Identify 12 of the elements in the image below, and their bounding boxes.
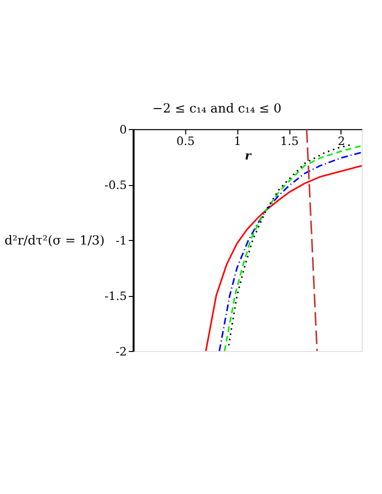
y-tick-label: -1.5: [104, 288, 127, 303]
x-tick-label: 1: [234, 134, 242, 148]
y-tick-label: -0.5: [104, 178, 127, 192]
x-tick-label: 2: [338, 134, 346, 148]
y-tick-label: -2: [116, 344, 127, 358]
x-tick-label: 0.5: [176, 134, 195, 148]
y-axis-title: d²r/dτ²(σ = 1/3): [4, 232, 105, 248]
y-tick-label: 0: [119, 122, 127, 136]
x-tick-label: 1.5: [280, 134, 299, 148]
y-tick-label: -1: [116, 233, 127, 248]
x-axis-title: r: [244, 148, 252, 162]
chart-title: −2 ≤ c₁₄ and c₁₄ ≤ 0: [152, 100, 282, 116]
